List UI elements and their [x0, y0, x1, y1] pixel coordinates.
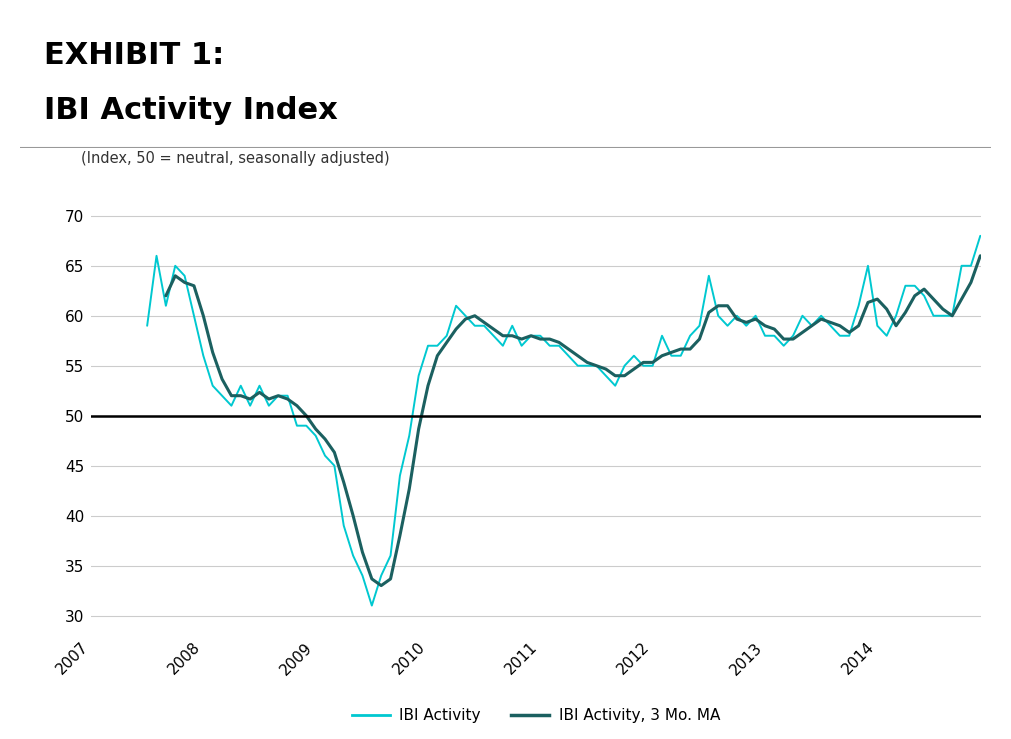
- Text: (Index, 50 = neutral, seasonally adjusted): (Index, 50 = neutral, seasonally adjuste…: [81, 151, 389, 166]
- Legend: IBI Activity, IBI Activity, 3 Mo. MA: IBI Activity, IBI Activity, 3 Mo. MA: [346, 702, 726, 729]
- Text: IBI Activity Index: IBI Activity Index: [44, 96, 339, 125]
- Text: EXHIBIT 1:: EXHIBIT 1:: [44, 41, 224, 70]
